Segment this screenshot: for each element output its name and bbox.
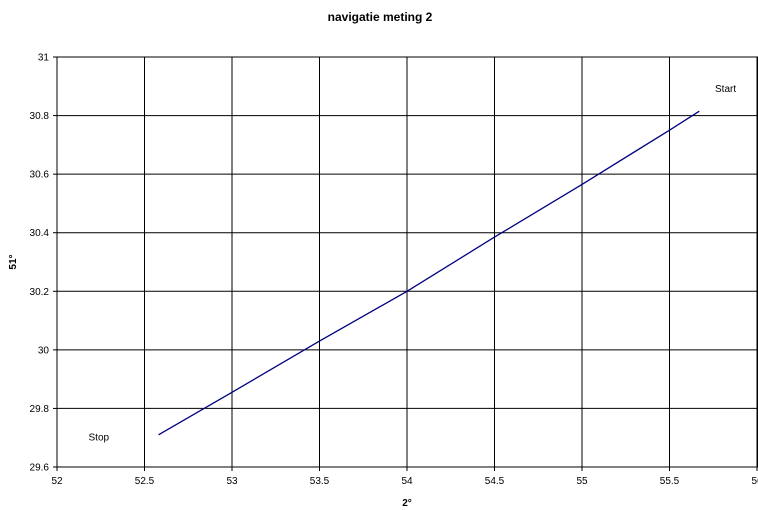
y-tick-label: 30.8 — [30, 111, 50, 122]
y-tick-label: 30.2 — [30, 287, 50, 298]
x-tick-label: 52 — [51, 476, 63, 487]
y-tick-label: 30 — [38, 345, 50, 356]
y-tick-label: 29.8 — [30, 404, 50, 415]
x-tick-label: 55 — [576, 476, 588, 487]
y-tick-label: 30.6 — [30, 170, 50, 181]
y-axis-label: 51° — [8, 254, 19, 269]
annotations: Start Stop — [89, 84, 737, 444]
x-axis-label: 2° — [402, 498, 412, 509]
axis-ticks: 52 52.5 53 53.5 54 54.5 55 55.5 56 29.6 29.8 30 30.2… — [30, 53, 758, 488]
x-tick-label: 54.5 — [485, 476, 505, 487]
chart-title: navigatie meting 2 — [328, 10, 433, 24]
x-tick-label: 53.5 — [310, 476, 330, 487]
annotation-stop: Stop — [89, 433, 110, 444]
x-tick-label: 56 — [751, 476, 758, 487]
x-tick-label: 52.5 — [135, 476, 155, 487]
y-tick-label: 31 — [38, 53, 50, 64]
series-line — [158, 110, 700, 436]
x-tick-label: 55.5 — [660, 476, 680, 487]
y-tick-label: 30.4 — [30, 228, 50, 239]
y-tick-label: 29.6 — [30, 463, 50, 474]
series-layer — [158, 110, 700, 436]
annotation-start: Start — [715, 84, 736, 95]
grid — [56, 56, 758, 468]
x-tick-label: 54 — [401, 476, 413, 487]
x-tick-label: 53 — [226, 476, 238, 487]
